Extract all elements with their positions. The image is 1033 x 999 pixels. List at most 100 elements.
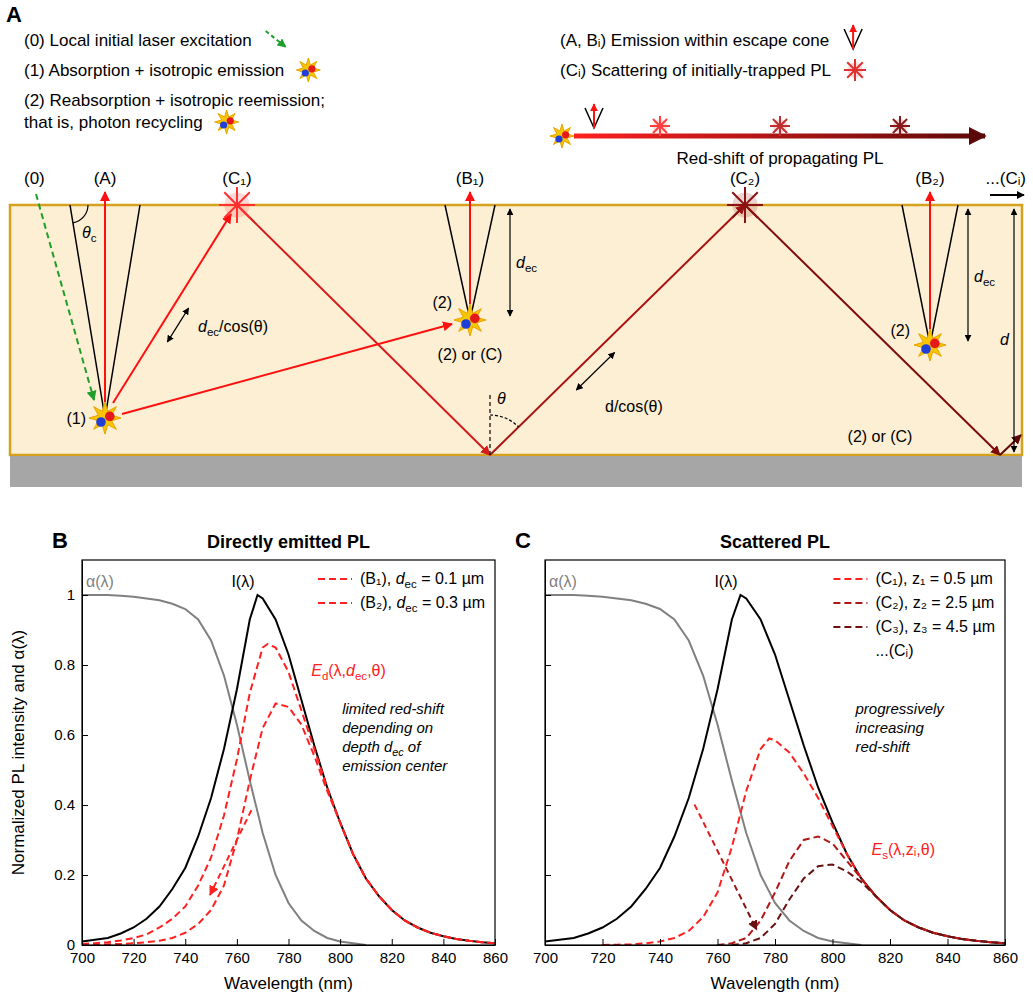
tick-label: 860 <box>993 949 1018 966</box>
tick-label: 800 <box>328 949 353 966</box>
text-run: ec <box>405 602 417 614</box>
curve-label: I(λ) <box>714 573 737 590</box>
emission-arrow <box>929 192 931 329</box>
electron <box>308 65 315 72</box>
tick-mark <box>392 939 393 945</box>
curve-label: α(λ) <box>549 573 577 590</box>
electron <box>930 339 940 349</box>
plot-frame <box>545 560 1005 945</box>
tick: 1 <box>67 586 88 603</box>
text-run: A <box>6 2 22 27</box>
tick-label: 720 <box>590 949 615 966</box>
axis-line <box>545 561 546 946</box>
axis-line <box>82 561 83 946</box>
text-run: ec <box>355 670 367 682</box>
panel-a: A(0) Local initial laser excitation(1) A… <box>6 2 1026 487</box>
event-label: (C₂) <box>730 169 760 188</box>
dimension-arrow <box>1013 209 1014 452</box>
shift-arrow <box>210 810 251 895</box>
scatter-event <box>890 116 910 136</box>
axis-title: Wavelength (nm) <box>711 974 840 993</box>
text-run: ...(Cᵢ) <box>986 169 1026 188</box>
text-run: Scattered PL <box>720 532 830 552</box>
tick-mark <box>545 735 551 736</box>
dimension-arrow <box>509 209 510 316</box>
text-run: progressively <box>855 700 946 717</box>
text-run: θ <box>497 390 506 407</box>
text-run: ec <box>207 326 219 338</box>
tick-label: 740 <box>173 949 198 966</box>
tick-label: 840 <box>935 949 960 966</box>
emitter-star <box>89 402 121 434</box>
text-run: (2) Reabsorption + isotropic reemission; <box>24 91 325 110</box>
text-run: (B₂), <box>360 594 396 611</box>
tick-label: 820 <box>380 949 405 966</box>
text-run: (C₁) <box>222 169 251 188</box>
text-run: (C₂), z₂ = 2.5 µm <box>875 594 994 611</box>
shift-arrow <box>695 804 757 929</box>
tick-label: 740 <box>648 949 673 966</box>
annotation: progressively <box>855 700 946 717</box>
dimension-arrow <box>967 209 968 341</box>
text-run: red-shift <box>856 738 911 755</box>
dimension-label: d/cos(θ) <box>605 398 663 415</box>
dimension-label: dec <box>974 268 995 288</box>
axis: 700720740760780800820840860 <box>70 939 508 966</box>
key-icon <box>296 58 320 82</box>
text-run: Red-shift of propagating PL <box>677 149 884 168</box>
text-run: (0) <box>24 169 45 188</box>
event-label: (B₁) <box>456 169 484 188</box>
emitter <box>215 110 239 134</box>
hole <box>555 135 562 142</box>
text-run: /cos(θ) <box>219 318 268 335</box>
emitter-label: (2) <box>432 294 452 311</box>
axis-line <box>546 945 1006 946</box>
text-run: (0) Local initial laser excitation <box>24 31 252 50</box>
tick-mark <box>82 875 88 876</box>
spoke <box>847 62 863 78</box>
tick-mark <box>495 939 496 945</box>
axis <box>545 561 551 946</box>
tick-mark <box>340 939 341 945</box>
angle-label: θc <box>82 224 97 244</box>
axis-title: Normalized PL intensity and α(λ) <box>9 630 28 875</box>
legend-swatch <box>318 602 352 604</box>
text-run: depth <box>342 738 384 755</box>
text-run: α(λ) <box>549 573 577 590</box>
tick: 800 <box>328 939 353 966</box>
tick: 760 <box>705 939 730 966</box>
text-run: (A, Bᵢ) Emission within escape cone <box>560 31 829 50</box>
chart-title: Scattered PL <box>720 532 830 552</box>
annotation: limited red-shift <box>342 700 445 717</box>
text-run: (2) <box>890 322 910 339</box>
tick-label: 1 <box>67 586 75 603</box>
emitter-star <box>454 304 486 336</box>
tick-label: 0.6 <box>54 726 75 743</box>
text-run: B <box>52 528 68 553</box>
tick: 0.8 <box>54 656 88 673</box>
curve-label: Es(λ,zᵢ,θ) <box>872 841 935 861</box>
electron <box>470 314 480 324</box>
annotation: depth dec of <box>342 738 422 758</box>
text-run: d <box>1000 331 1010 348</box>
key-label: (A, Bᵢ) Emission within escape cone <box>560 31 829 50</box>
series-line <box>82 704 495 945</box>
spoke <box>773 119 787 133</box>
legend: (C₁), z₁ = 0.5 µm(C₂), z₂ = 2.5 µm(C₃), … <box>833 570 995 659</box>
laser-arrow <box>266 31 286 47</box>
text-run: (B₂) <box>915 169 944 188</box>
axis: 700720740760780800820840860 <box>533 939 1018 966</box>
redshift-label: Red-shift of propagating PL <box>677 149 884 168</box>
dimension-label: dec/cos(θ) <box>198 318 268 338</box>
angle-arc <box>490 415 519 427</box>
tick: 760 <box>225 939 250 966</box>
text-run: emission center <box>342 757 448 774</box>
text-run: (C₁), z₁ = 0.5 µm <box>875 570 992 587</box>
tick-mark <box>545 875 551 876</box>
text-run: (λ, <box>328 662 346 679</box>
scatter-event <box>650 116 670 136</box>
legend-swatch <box>833 578 867 580</box>
legend-label: (C₁), z₁ = 0.5 µm <box>875 570 992 587</box>
redshift <box>550 104 985 148</box>
emitter <box>89 402 121 434</box>
